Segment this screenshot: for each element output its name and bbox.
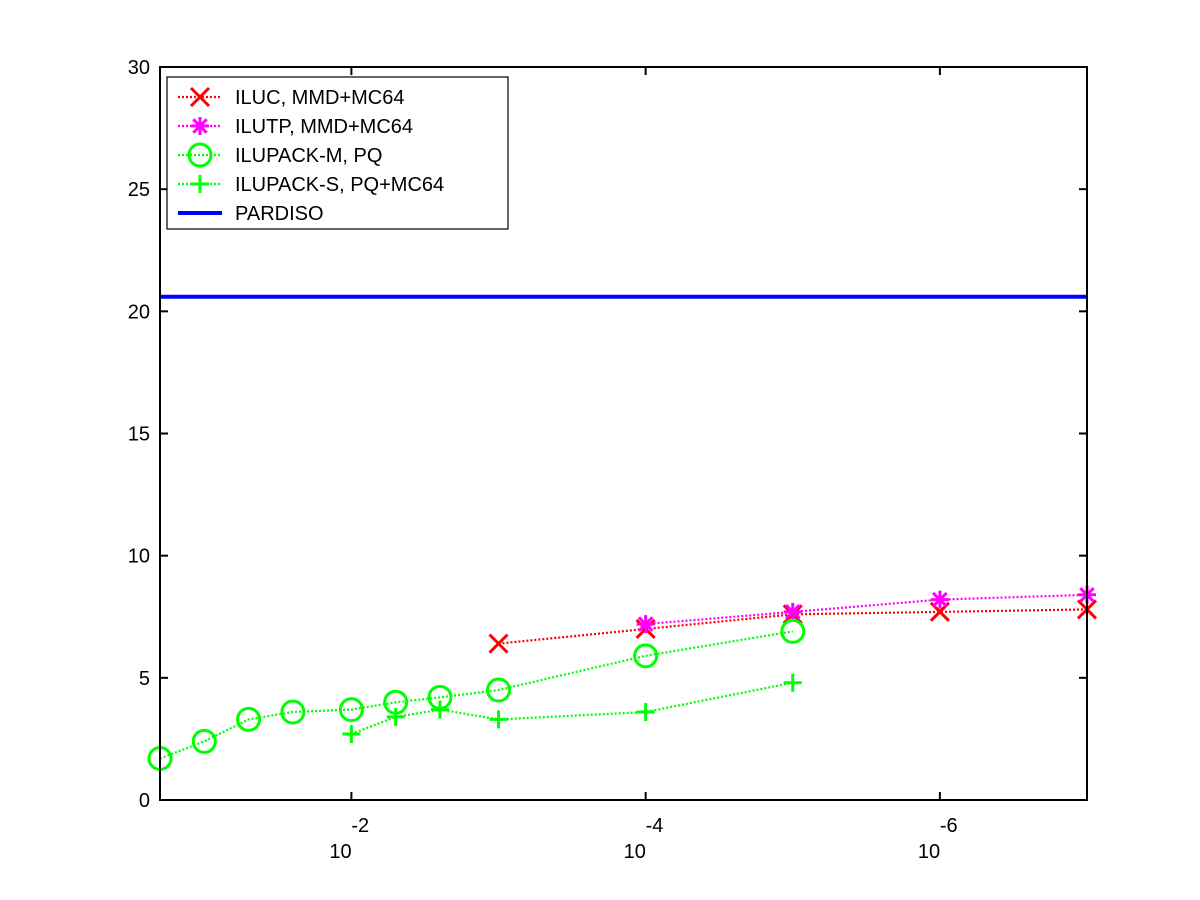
legend-label: ILUTP, MMD+MC64	[235, 116, 413, 138]
data-point-circle-marker	[280, 699, 306, 725]
series-line	[159, 630, 793, 760]
series-1	[636, 585, 1096, 634]
x-tick-label-exponent: -2	[351, 815, 369, 837]
data-point-x-marker	[189, 86, 211, 108]
data-point-circle-marker	[633, 643, 659, 669]
x-tick-label-base: 10	[329, 841, 351, 863]
x-tick-label-base: 10	[918, 841, 940, 863]
plot-series	[147, 294, 1098, 771]
data-point-circle-marker	[191, 728, 217, 754]
legend-label: ILUPACK-M, PQ	[235, 145, 382, 167]
legend: ILUC, MMD+MC64 ILUTP, MMD+MC64 ILUPACK-M, …	[166, 76, 509, 230]
y-tick-label: 15	[128, 424, 150, 446]
data-point-circle-marker	[486, 677, 512, 703]
y-tick-label: 10	[128, 546, 150, 568]
legend-box	[166, 76, 509, 230]
data-point-x-marker	[488, 633, 509, 654]
legend-label: ILUC, MMD+MC64	[235, 87, 404, 109]
data-point-star-marker	[637, 616, 654, 632]
y-tick-label: 25	[128, 179, 150, 201]
legend-label: ILUPACK-S, PQ+MC64	[235, 174, 444, 196]
data-point-circle-marker	[236, 706, 262, 732]
x-tick-label-exponent: -4	[646, 815, 664, 837]
x-tick-label-exponent: -6	[940, 815, 958, 837]
x-tick-label-base: 10	[624, 841, 646, 863]
data-point-circle-marker	[338, 697, 364, 723]
data-point-circle-marker	[780, 618, 806, 644]
y-tick-label: 20	[128, 301, 150, 323]
data-point-star-marker	[784, 604, 801, 620]
data-point-star-marker	[932, 591, 948, 608]
plot-frame	[159, 66, 1088, 801]
legend-label: PARDISO	[235, 203, 324, 225]
series-line	[645, 593, 1088, 626]
data-point-star-marker	[192, 118, 208, 134]
y-tick-label: 5	[139, 668, 150, 690]
series-3	[342, 673, 802, 744]
y-tick-label: 30	[128, 57, 150, 79]
series-2	[147, 618, 806, 771]
data-point-circle-marker	[187, 142, 213, 168]
y-tick-label: 0	[139, 790, 150, 812]
